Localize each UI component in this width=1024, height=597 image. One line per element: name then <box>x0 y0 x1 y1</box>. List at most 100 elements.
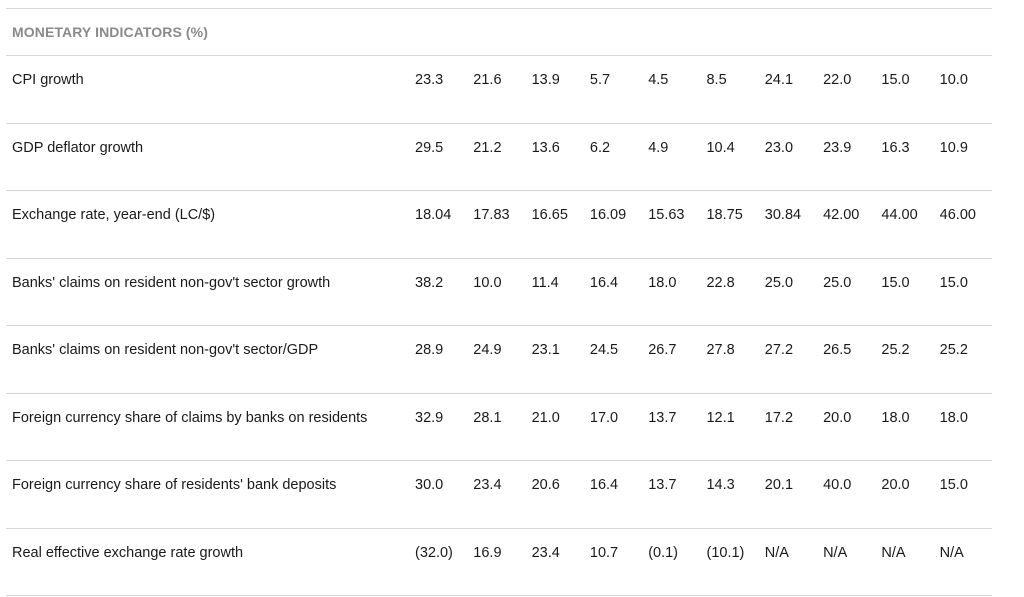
value-cell: 18.75 <box>700 190 759 258</box>
value-cell: 10.4 <box>700 122 759 191</box>
header-spacer <box>583 8 643 56</box>
row-label: GDP deflator growth <box>6 122 409 191</box>
table-row: Banks' claims on resident non-gov't sect… <box>6 325 992 393</box>
table-row: Real effective exchange rate growth (32.0… <box>6 527 992 596</box>
monetary-indicators-table-container: MONETARY INDICATORS (%) CPI growth 23.3 21… <box>6 8 992 596</box>
header-spacer <box>758 8 818 56</box>
value-cell: (32.0) <box>409 527 468 596</box>
value-cell: 30.84 <box>758 190 818 258</box>
value-cell: 16.4 <box>583 460 643 528</box>
value-cell: 15.0 <box>875 55 934 123</box>
value-cell: N/A <box>875 527 934 596</box>
header-spacer <box>700 8 759 56</box>
value-cell: 18.04 <box>409 190 468 258</box>
header-spacer <box>875 8 934 56</box>
table-row: Foreign currency share of claims by bank… <box>6 392 992 461</box>
value-cell: 27.8 <box>700 325 759 393</box>
value-cell: N/A <box>758 527 818 596</box>
monetary-indicators-table: MONETARY INDICATORS (%) CPI growth 23.3 21… <box>6 8 992 596</box>
value-cell: 25.2 <box>875 325 934 393</box>
value-cell: 28.1 <box>467 392 526 461</box>
value-cell: 23.1 <box>525 325 584 393</box>
value-cell: 18.0 <box>875 392 934 461</box>
value-cell: 15.0 <box>933 257 992 326</box>
table-row: Foreign currency share of residents' ban… <box>6 460 992 528</box>
value-cell: 13.7 <box>642 460 701 528</box>
value-cell: 15.63 <box>642 190 701 258</box>
value-cell: 38.2 <box>409 257 468 326</box>
value-cell: 16.3 <box>875 122 934 191</box>
row-label: Exchange rate, year-end (LC/$) <box>6 190 409 258</box>
value-cell: 17.83 <box>467 190 526 258</box>
value-cell: 12.1 <box>700 392 759 461</box>
value-cell: 24.1 <box>758 55 818 123</box>
header-spacer <box>467 8 526 56</box>
value-cell: 25.0 <box>817 257 876 326</box>
value-cell: 16.65 <box>525 190 584 258</box>
value-cell: 4.5 <box>642 55 701 123</box>
value-cell: 18.0 <box>642 257 701 326</box>
row-label: Real effective exchange rate growth <box>6 527 409 596</box>
value-cell: 11.4 <box>525 257 584 326</box>
table-row: GDP deflator growth 29.5 21.2 13.6 6.2 4.9 10.… <box>6 122 992 191</box>
value-cell: 26.5 <box>817 325 876 393</box>
value-cell: 25.2 <box>933 325 992 393</box>
value-cell: 23.9 <box>817 122 876 191</box>
value-cell: 20.0 <box>875 460 934 528</box>
value-cell: 25.0 <box>758 257 818 326</box>
value-cell: 17.2 <box>758 392 818 461</box>
value-cell: 4.9 <box>642 122 701 191</box>
value-cell: 40.0 <box>817 460 876 528</box>
row-label: Banks' claims on resident non-gov't sect… <box>6 325 409 393</box>
value-cell: 22.8 <box>700 257 759 326</box>
value-cell: 10.7 <box>583 527 643 596</box>
value-cell: 26.7 <box>642 325 701 393</box>
value-cell: 42.00 <box>817 190 876 258</box>
section-title: MONETARY INDICATORS (%) <box>6 8 409 56</box>
section-header-row: MONETARY INDICATORS (%) <box>6 8 992 56</box>
value-cell: 15.0 <box>875 257 934 326</box>
value-cell: 20.6 <box>525 460 584 528</box>
header-spacer <box>409 8 468 56</box>
value-cell: 10.9 <box>933 122 992 191</box>
value-cell: 24.5 <box>583 325 643 393</box>
value-cell: 6.2 <box>583 122 643 191</box>
row-label: Foreign currency share of claims by bank… <box>6 392 409 461</box>
value-cell: 5.7 <box>583 55 643 123</box>
value-cell: 17.0 <box>583 392 643 461</box>
value-cell: 44.00 <box>875 190 934 258</box>
value-cell: 22.0 <box>817 55 876 123</box>
value-cell: 18.0 <box>933 392 992 461</box>
header-spacer <box>525 8 584 56</box>
table-row: CPI growth 23.3 21.6 13.9 5.7 4.5 8.5 24.1 22.0 1… <box>6 55 992 123</box>
row-label: Banks' claims on resident non-gov't sect… <box>6 257 409 326</box>
value-cell: 20.0 <box>817 392 876 461</box>
value-cell: N/A <box>933 527 992 596</box>
value-cell: 29.5 <box>409 122 468 191</box>
value-cell: 13.6 <box>525 122 584 191</box>
value-cell: 16.9 <box>467 527 526 596</box>
value-cell: 13.7 <box>642 392 701 461</box>
table-row: Exchange rate, year-end (LC/$) 18.04 17.83… <box>6 190 992 258</box>
value-cell: 27.2 <box>758 325 818 393</box>
value-cell: 8.5 <box>700 55 759 123</box>
value-cell: 23.0 <box>758 122 818 191</box>
value-cell: (10.1) <box>700 527 759 596</box>
value-cell: 23.4 <box>467 460 526 528</box>
header-spacer <box>642 8 701 56</box>
value-cell: 23.4 <box>525 527 584 596</box>
row-label: CPI growth <box>6 55 409 123</box>
value-cell: 14.3 <box>700 460 759 528</box>
value-cell: (0.1) <box>642 527 701 596</box>
value-cell: 20.1 <box>758 460 818 528</box>
value-cell: 30.0 <box>409 460 468 528</box>
value-cell: 21.0 <box>525 392 584 461</box>
value-cell: 15.0 <box>933 460 992 528</box>
value-cell: 46.00 <box>933 190 992 258</box>
header-spacer <box>933 8 992 56</box>
value-cell: 32.9 <box>409 392 468 461</box>
value-cell: 10.0 <box>933 55 992 123</box>
value-cell: N/A <box>817 527 876 596</box>
value-cell: 16.4 <box>583 257 643 326</box>
value-cell: 21.2 <box>467 122 526 191</box>
